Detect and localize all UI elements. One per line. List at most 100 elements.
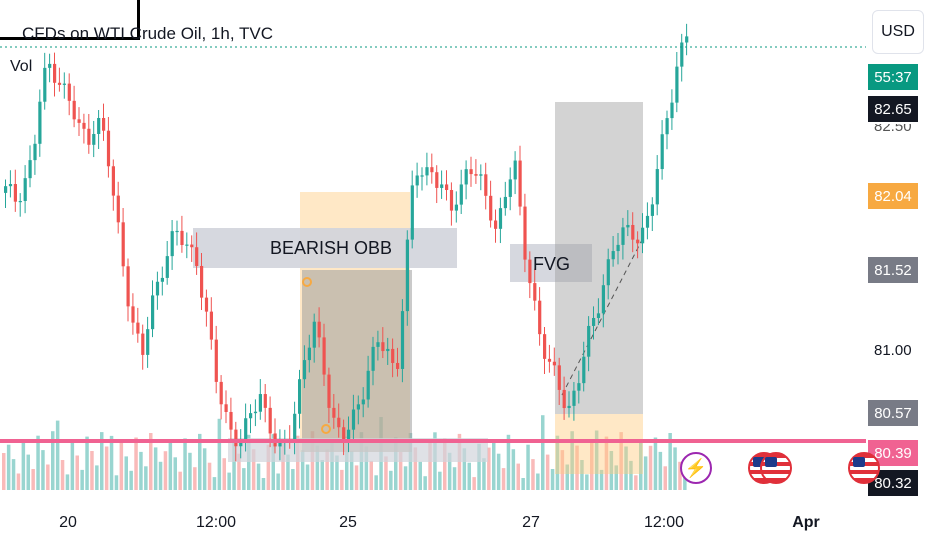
candle-body	[62, 83, 66, 85]
volume-bar	[232, 439, 236, 490]
candle-body	[552, 361, 556, 366]
candle-body	[396, 362, 400, 369]
candle-body	[48, 63, 52, 68]
candle-body	[587, 325, 591, 357]
volume-bar	[276, 473, 280, 490]
swing-marker	[321, 424, 331, 434]
candle-body	[636, 239, 640, 244]
volume-bar	[389, 470, 393, 490]
volume-bar	[364, 446, 369, 490]
candle-body	[293, 413, 297, 442]
volume-bar	[487, 447, 491, 490]
volume-bar	[472, 477, 476, 490]
volume-bar	[104, 446, 109, 490]
volume-bar	[614, 465, 618, 490]
candle-body	[33, 143, 37, 161]
candle-body	[562, 389, 566, 409]
fvg-label: FVG	[533, 254, 571, 274]
volume-bar	[320, 460, 324, 490]
us-flag-icon[interactable]	[760, 452, 792, 484]
candle-body	[38, 101, 42, 144]
volume-bar	[124, 456, 128, 490]
candle-body	[13, 184, 17, 202]
volume-bar	[653, 437, 658, 490]
chart-area[interactable]	[0, 0, 866, 500]
volume-bar	[585, 474, 589, 490]
volume-bar	[100, 432, 104, 490]
volume-bar	[526, 444, 530, 490]
candle-body	[645, 215, 650, 228]
volume-bar	[16, 473, 21, 490]
candle-body	[23, 178, 27, 201]
volume-bar	[643, 456, 648, 490]
us-flag-icon[interactable]	[848, 452, 880, 484]
candle-body	[572, 390, 576, 406]
volume-bar	[158, 461, 163, 490]
level-lines	[0, 46, 866, 443]
candle-body	[484, 174, 488, 196]
volume-bar	[354, 465, 359, 490]
candle-body	[312, 321, 316, 348]
volume-bar	[428, 442, 432, 490]
volume-bar	[447, 452, 452, 490]
lightning-icon[interactable]: ⚡	[680, 452, 712, 484]
volume-bar	[60, 460, 65, 490]
candle-body	[376, 342, 380, 347]
volume-bar	[599, 469, 604, 490]
candle-body	[87, 128, 91, 145]
volume-bar	[212, 477, 217, 490]
volume-bar	[570, 431, 574, 490]
candle-body	[219, 381, 223, 405]
candle-body	[410, 185, 414, 240]
candle-body	[121, 222, 125, 267]
candle-body	[268, 407, 272, 434]
candle-body	[298, 379, 302, 414]
candle-body	[582, 356, 586, 384]
candle-body	[680, 42, 684, 67]
price-label: 81.00	[874, 342, 912, 359]
candle-body	[420, 175, 424, 177]
candle-body	[200, 265, 204, 298]
volume-bar	[251, 449, 256, 490]
candle-body	[342, 427, 346, 441]
candle-body	[263, 394, 267, 408]
candle-body	[391, 348, 395, 363]
candle-body	[229, 411, 233, 430]
toolbar-corner	[0, 0, 140, 40]
volume-bar	[188, 452, 192, 490]
candle-body	[547, 358, 552, 362]
candle-body	[655, 169, 659, 205]
candle-body	[533, 283, 537, 301]
candle-body	[195, 247, 199, 266]
volume-bar	[492, 439, 496, 490]
volume-bar	[516, 463, 520, 490]
volume-bar	[639, 442, 643, 490]
candle-body	[204, 297, 209, 312]
volume-bar	[227, 472, 231, 490]
price-chart[interactable]	[0, 0, 866, 500]
volume-bar	[335, 455, 339, 490]
candle-body	[131, 306, 135, 323]
candle-body	[518, 160, 522, 207]
currency-button[interactable]: USD	[872, 10, 924, 54]
candle-body	[126, 266, 130, 307]
candle-body	[244, 418, 248, 443]
symbol-title[interactable]: CFDs on WTI Crude Oil, 1h, TVC	[22, 24, 273, 43]
volume-bar	[663, 466, 667, 490]
candle-body	[234, 429, 238, 447]
annotation-zones	[193, 102, 643, 474]
candle-body	[665, 118, 669, 135]
candle-body	[641, 227, 645, 244]
time-axis[interactable]	[0, 500, 932, 550]
candle-body	[596, 313, 601, 318]
volume-bar	[452, 467, 457, 490]
volume-bar	[95, 465, 99, 490]
candle-body	[430, 167, 434, 173]
volume-bar	[144, 466, 148, 490]
volume-legend[interactable]: Vol	[10, 58, 33, 75]
volume-bar	[609, 451, 614, 490]
volume-bar	[2, 453, 6, 490]
volume-bar	[237, 453, 241, 490]
volume-bar	[305, 464, 310, 490]
candle-body	[327, 374, 331, 408]
